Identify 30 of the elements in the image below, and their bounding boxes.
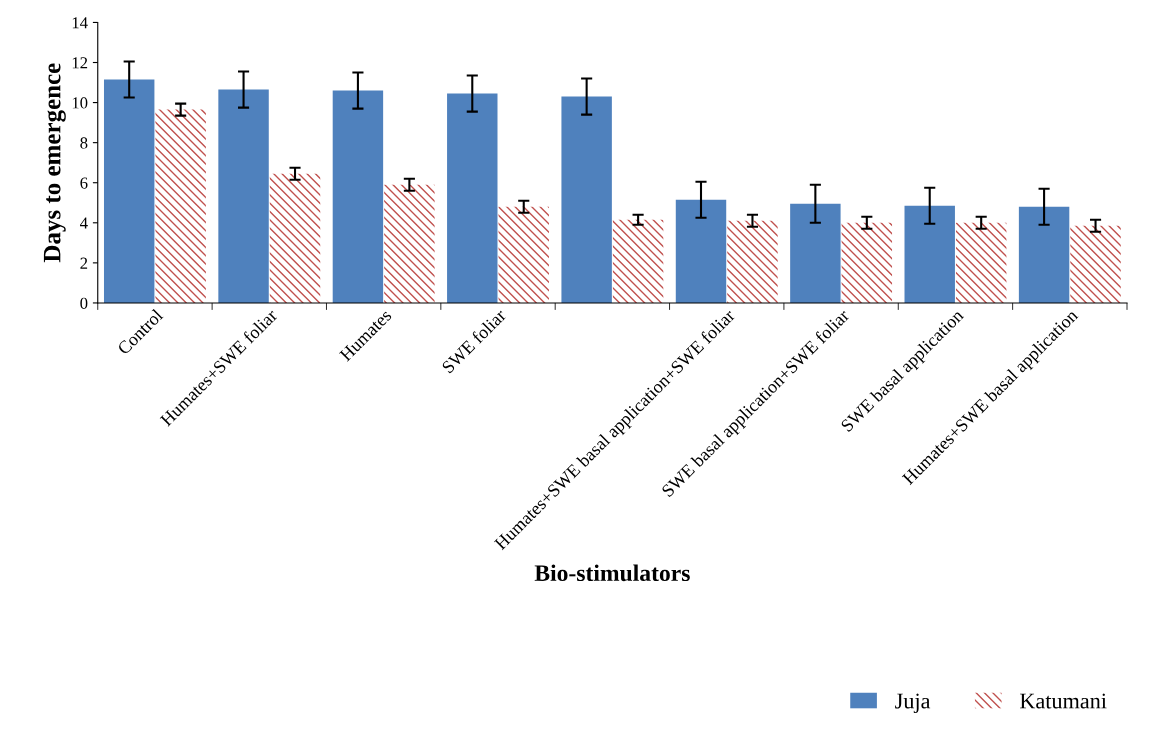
bar (103, 79, 155, 303)
bar (955, 222, 1007, 303)
bar (384, 184, 435, 303)
bar (675, 199, 727, 303)
bar (612, 219, 664, 303)
y-tick-label: 4 (80, 217, 88, 229)
y-tick-label: 6 (80, 177, 88, 189)
bar (790, 203, 841, 303)
bar (218, 89, 269, 303)
bar (841, 222, 893, 303)
y-axis-title: Days to emergence (43, 63, 66, 263)
y-tick-label: 0 (80, 297, 88, 309)
bar (447, 93, 498, 303)
bar (1018, 206, 1070, 303)
bar (155, 109, 206, 303)
bar (727, 220, 778, 303)
legend-label: Juja (895, 693, 931, 714)
bar (904, 205, 955, 303)
y-tick-label: 10 (72, 97, 88, 109)
bar (498, 206, 549, 303)
bar (332, 90, 384, 303)
y-tick-label: 8 (80, 137, 88, 149)
bar (561, 96, 612, 303)
y-tick-label: 12 (72, 57, 88, 69)
bar (1070, 225, 1121, 303)
y-tick-label: 2 (80, 257, 88, 269)
y-tick-label: 14 (72, 17, 88, 29)
x-axis-title: Bio-stimulators (534, 564, 690, 582)
legend-label: Katumani (1020, 693, 1107, 709)
bar (269, 173, 321, 303)
